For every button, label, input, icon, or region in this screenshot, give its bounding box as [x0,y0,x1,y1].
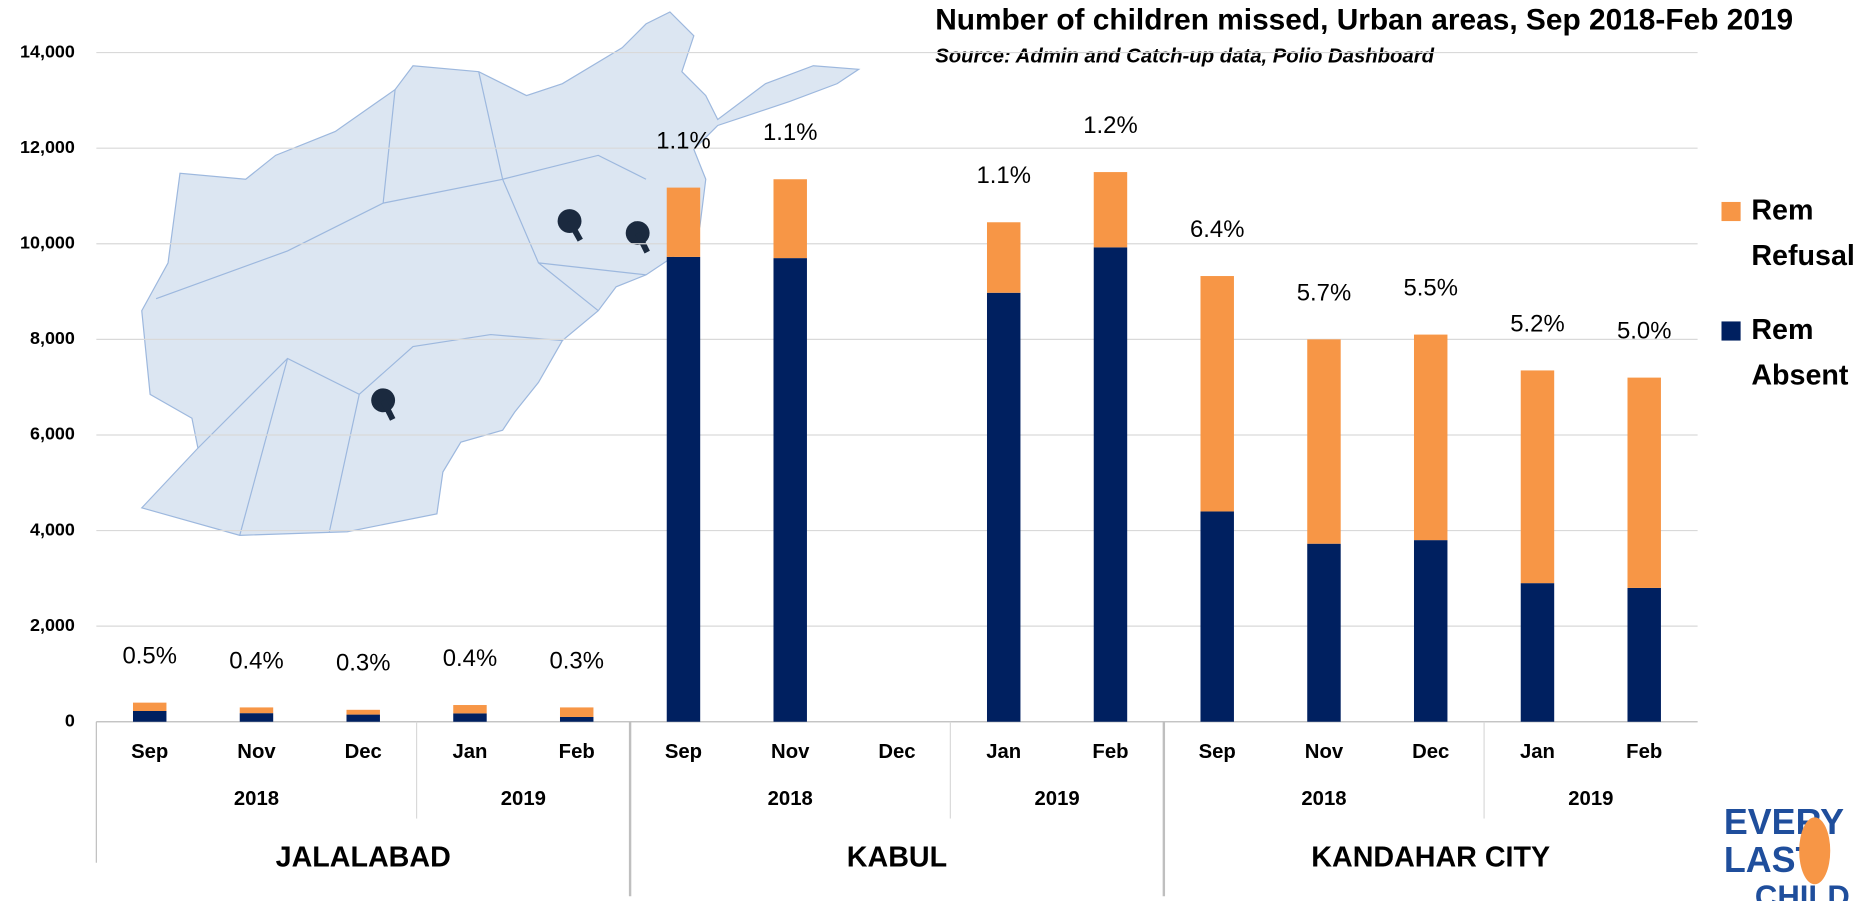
bar-segment [559,707,594,717]
map [140,11,861,536]
year-label: 2018 [768,788,813,810]
bar-segment [1520,583,1555,722]
x-tick-label: Sep [1199,741,1236,763]
y-tick-label: 0 [65,710,75,730]
bar-segment [346,714,380,722]
percent-label: 1.1% [656,128,710,155]
percent-label: 0.5% [123,643,177,670]
x-tick-label: Jan [1520,741,1555,763]
year-label: 2019 [1568,788,1613,810]
city-label: KANDAHAR CITY [1311,842,1550,874]
bar-segment [1200,511,1234,722]
x-tick-label: Nov [237,741,276,763]
y-tick-label: 6,000 [30,424,75,444]
y-tick-label: 14,000 [20,41,75,61]
x-tick-label: Jan [986,741,1021,763]
x-tick-label: Dec [345,741,382,763]
legend-label: Rem Absent [1751,314,1849,391]
bar-segment [132,711,167,722]
percent-label: 0.3% [336,650,390,677]
bar-segment [239,707,274,714]
city-label: KABUL [847,842,947,874]
logo: EVERY LAST CHILD [1724,802,1850,901]
legend-swatch [1721,321,1741,341]
percent-label: 1.2% [1083,112,1137,139]
year-label: 2019 [501,788,546,810]
x-tick-label: Feb [1092,741,1128,763]
chart-subtitle: Source: Admin and Catch-up data, Polio D… [935,46,1434,68]
city-label: JALALABAD [276,842,451,874]
bar-segment [1093,247,1128,722]
bar-segment [132,702,167,712]
bar-segment [346,709,380,715]
bar-segment [986,222,1021,293]
logo-text: CHILD [1755,879,1850,901]
percent-label: 0.3% [550,647,604,674]
x-tick-label: Feb [559,741,595,763]
bar-segment [453,705,487,714]
percent-label: 6.4% [1190,216,1244,243]
bar-segment [1307,543,1341,722]
x-tick-label: Feb [1626,741,1662,763]
bar-segment [773,258,807,722]
bar-segment [1627,587,1661,722]
bar-segment [773,179,807,259]
y-tick-label: 2,000 [30,615,75,635]
bar-segment [1413,540,1448,722]
y-tick-label: 10,000 [20,233,75,253]
bar-segment [1093,172,1128,248]
bar-segment [453,713,487,722]
percent-label: 1.1% [763,119,817,146]
percent-label: 5.2% [1510,310,1564,337]
x-tick-label: Sep [665,741,702,763]
percent-label: 5.5% [1404,274,1458,301]
map-pins [371,209,650,421]
bar-segment [1200,276,1234,512]
x-tick-label: Dec [1412,741,1449,763]
y-tick-label: 8,000 [30,328,75,348]
x-tick-label: Jan [452,741,487,763]
bar-segment [559,716,594,722]
year-label: 2018 [234,788,279,810]
legend-swatch [1721,201,1741,222]
bar-segment [1520,370,1555,584]
percent-label: 1.1% [977,162,1031,189]
y-tick-label: 12,000 [20,137,75,157]
bar-segment [239,713,274,722]
percent-label: 0.4% [229,647,283,674]
bar-segment [986,292,1021,722]
percent-label: 0.4% [443,645,497,672]
year-label: 2019 [1035,788,1080,810]
x-tick-label: Nov [771,741,810,763]
chart-title: Number of children missed, Urban areas, … [935,3,1793,36]
x-tick-label: Sep [131,741,168,763]
bar-segment [1627,377,1661,588]
percent-label: 5.0% [1617,318,1671,345]
year-label: 2018 [1301,788,1346,810]
bar-segment [666,187,701,257]
bar-segment [666,256,701,722]
percent-label: 5.7% [1297,279,1351,306]
bar-segment [1413,334,1448,541]
y-tick-label: 4,000 [30,519,75,539]
x-tick-label: Dec [878,741,915,763]
bar-segment [1307,339,1341,544]
legend-label: Rem Refusal [1751,194,1855,271]
x-tick-label: Nov [1305,741,1344,763]
